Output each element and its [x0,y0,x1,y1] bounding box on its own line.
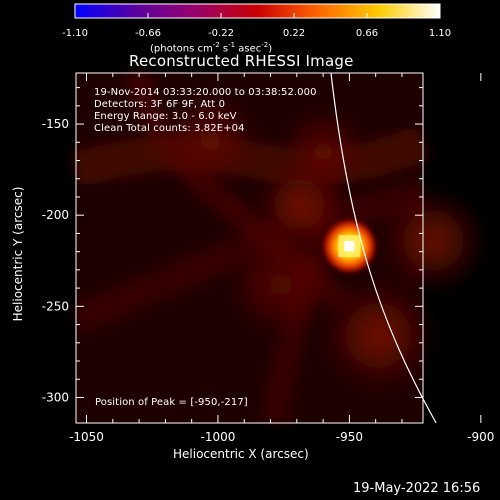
y-tick-label: -250 [42,299,69,313]
colorbar-ticks: -1.10 -0.66 -0.22 0.22 0.66 1.10 [62,13,451,39]
overlay-line-3: Energy Range: 3.0 - 6.0 keV [94,111,237,122]
colorbar-unit-middle2: asec [235,43,262,55]
secondary-source [158,88,263,193]
colorbar-unit-suffix: ) [268,43,273,55]
secondary-source [376,183,491,298]
peak-core-white [344,241,355,252]
y-ticks: -150 -200 -250 -300 [42,87,423,404]
colorbar-gradient [75,4,440,18]
colorbar-unit-prefix: (photons cm [150,43,213,55]
overlay-line-4: Clean Total counts: 3.82E+04 [94,123,245,134]
y-tick-label: -150 [42,117,69,131]
colorbar-unit-sup2: -1 [228,41,236,49]
overlay-line-2: Detectors: 3F 6F 9F, Att 0 [94,99,226,110]
colorbar-tick-label: -0.66 [135,28,161,39]
x-tick-label: -900 [467,430,494,444]
x-ticks: -1050 -1000 -950 -900 [69,73,494,444]
colorbar-group: -1.10 -0.66 -0.22 0.22 0.66 1.10 [62,3,451,39]
colorbar-unit-sup1: -2 [212,41,220,49]
footer-timestamp: 19-May-2022 16:56 [353,481,481,496]
y-axis-label: Heliocentric Y (arcsec) [11,186,25,322]
colorbar-tick-label: -1.10 [62,28,88,39]
x-tick-label: -950 [336,430,363,444]
colorbar-unit-label: (photons cm-2 s-1 asec-2) [150,40,272,54]
plot-title: Reconstructed RHESSI Image [129,52,354,70]
x-tick-label: -1000 [201,430,236,444]
x-tick-label: -1050 [69,430,104,444]
y-tick-label: -300 [42,390,69,404]
plot-frame [75,72,424,424]
x-axis-label: Heliocentric X (arcsec) [173,447,309,461]
peak-position-label: Position of Peak = [-950,-217] [95,397,248,408]
colorbar-tick-label: 0.22 [283,28,305,39]
colorbar-tick-label: -0.22 [208,28,234,39]
colorbar-frame [74,3,441,19]
plot-area: -1050 -1000 -950 -900 -150 -200 -250 -300 [42,69,494,444]
overlay-line-1: 19-Nov-2014 03:33:20.000 to 03:38:52.000 [94,87,317,98]
colorbar-unit-middle: s [219,43,229,55]
y-tick-label: -200 [42,208,69,222]
colorbar-tick-label: 1.10 [429,28,451,39]
colorbar-tick-label: 0.66 [356,28,378,39]
limb-line [330,72,437,424]
colorbar-unit-sup3: -2 [261,41,269,49]
secondary-source [252,156,347,252]
secondary-source [316,273,440,398]
heatmap-layer [70,69,491,424]
secondary-source [224,227,338,342]
